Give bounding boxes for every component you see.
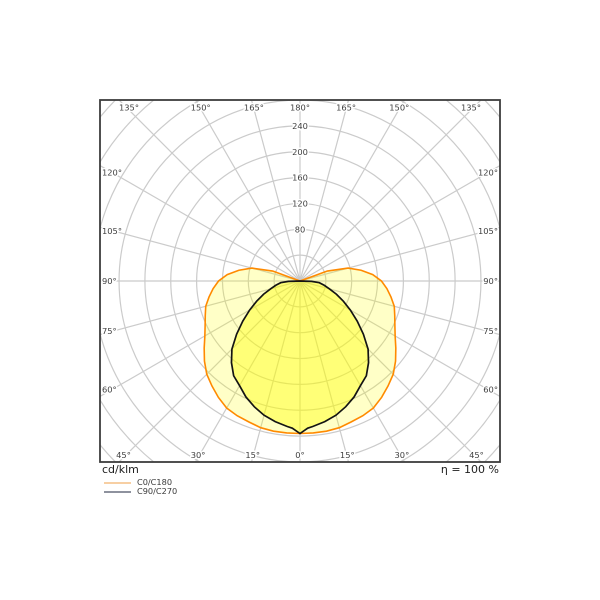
curve-c90-c270 [230,280,370,435]
legend-item-c0-c180: C0/C180 [104,478,177,487]
angle-tick-label: 90° [483,276,498,286]
legend-label-c90-c270: C90/C270 [137,486,178,496]
angle-tick-label: 120° [102,168,122,178]
legend-item-c90-c270: C90/C270 [104,487,177,496]
angle-tick-label: 75° [483,326,498,336]
angle-tick-label: 45° [469,450,484,460]
angle-tick-label: 150° [389,103,409,113]
chart-frame [99,99,501,463]
radial-tick-label: 120 [292,198,308,208]
angle-tick-label: 105° [102,226,122,236]
angle-tick-label: 105° [478,226,498,236]
angle-tick-label: 15° [245,450,260,460]
legend-label-c0-c180: C0/C180 [137,477,173,487]
angle-tick-label: 135° [119,103,139,113]
angle-tick-label: 135° [461,103,481,113]
radial-tick-label: 240 [292,121,308,131]
angle-tick-label: 180° [290,103,310,113]
intensity-curves [203,267,397,435]
radial-tick-label: 160 [292,173,308,183]
radial-unit-label: cd/klm [102,463,139,476]
efficiency-label: η = 100 % [440,463,499,476]
legend-line-c0-c180-icon [104,481,131,484]
radial-tick-label: 200 [292,147,308,157]
angle-tick-label: 150° [191,103,211,113]
angle-tick-label: 30° [191,450,206,460]
angle-tick-label: 90° [102,276,117,286]
angle-tick-label: 45° [116,450,131,460]
angle-tick-label: 0° [295,450,304,460]
angle-tick-label: 120° [478,168,498,178]
angle-tick-label: 15° [340,450,355,460]
legend-line-c90-c270-icon [104,490,131,493]
angle-tick-label: 60° [483,384,498,394]
angle-tick-label: 165° [336,103,356,113]
intensity-fills [204,268,396,434]
axis-labels: 80 120 160 200 240 0° 15° 15° 30° 30° 45° 45° 60° 60°… [101,101,500,462]
legend: C0/C180 C90/C270 [104,478,177,496]
angle-tick-label: 75° [102,326,117,336]
angle-tick-label: 30° [395,450,410,460]
angle-tick-label: 60° [102,384,117,394]
radial-tick-label: 80 [295,224,306,234]
angle-tick-label: 165° [244,103,264,113]
